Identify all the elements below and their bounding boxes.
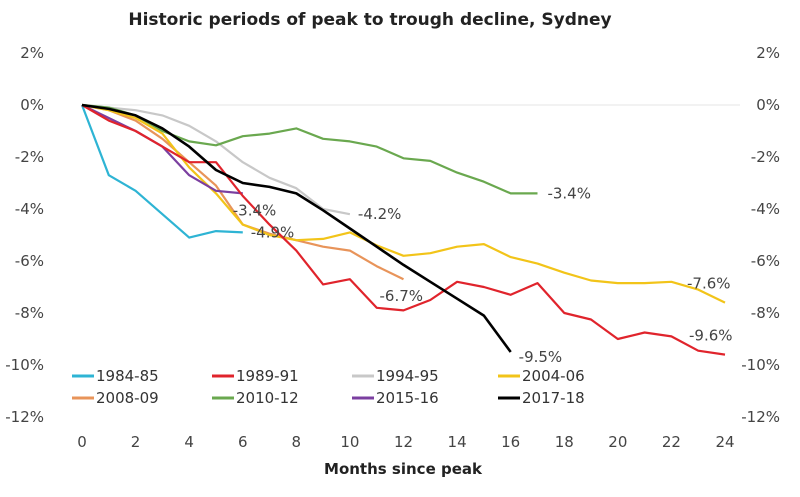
- x-axis-title: Months since peak: [324, 460, 483, 478]
- series-line-1989-91: [81, 104, 726, 356]
- series-line-2008-09: [81, 103, 404, 281]
- legend-label: 1989-91: [236, 367, 299, 385]
- end-label-2010-12: -3.4%: [547, 184, 591, 202]
- legend-item-1984-85: 1984-85: [72, 367, 159, 385]
- y-tick-label-left: -2%: [15, 148, 44, 166]
- legend-label: 2017-18: [522, 389, 585, 407]
- y-tick-label-right: -4%: [751, 200, 780, 218]
- x-tick-label: 4: [184, 433, 194, 451]
- legend-label: 2015-16: [376, 389, 439, 407]
- series-lines: [80, 103, 726, 356]
- y-tick-label-left: -10%: [5, 356, 44, 374]
- end-label-2015-16: -3.4%: [233, 201, 277, 219]
- y-tick-label-left: -8%: [15, 304, 44, 322]
- y-tick-label-right: -2%: [751, 148, 780, 166]
- y-axis-right: 2% 0% -2% -4% -6% -8% -10% -12%: [741, 44, 780, 426]
- chart-title: Historic periods of peak to trough decli…: [128, 10, 611, 30]
- x-tick-label: 10: [340, 433, 359, 451]
- legend-item-2010-12: 2010-12: [212, 389, 299, 407]
- end-label-2008-09: -6.7%: [380, 287, 424, 305]
- y-tick-label-left: -6%: [15, 252, 44, 270]
- y-tick-label-right: -6%: [751, 252, 780, 270]
- legend-item-2008-09: 2008-09: [72, 389, 159, 407]
- series-line-1994-95: [81, 103, 351, 216]
- y-tick-label-right: -8%: [751, 304, 780, 322]
- end-label-2017-18: -9.5%: [519, 348, 563, 366]
- x-axis: 0 2 4 6 8 10 12 14 16 18 20 22 24: [77, 433, 734, 451]
- x-tick-label: 22: [662, 433, 681, 451]
- y-tick-label-right: 2%: [756, 44, 780, 62]
- series-line-2004-06: [81, 103, 726, 304]
- y-tick-label-left: -4%: [15, 200, 44, 218]
- legend-item-2015-16: 2015-16: [352, 389, 439, 407]
- y-tick-label-right: 0%: [756, 96, 780, 114]
- legend-label: 2004-06: [522, 367, 585, 385]
- y-tick-label-right: -10%: [741, 356, 780, 374]
- x-tick-label: 2: [131, 433, 141, 451]
- end-label-1984-85: -4.9%: [251, 223, 295, 241]
- y-tick-label-left: 2%: [20, 44, 44, 62]
- legend-label: 1984-85: [96, 367, 159, 385]
- end-label-1989-91: -9.6%: [689, 327, 733, 345]
- legend-label: 1994-95: [376, 367, 439, 385]
- end-label-2004-06: -7.6%: [687, 275, 731, 293]
- y-tick-label-left: 0%: [20, 96, 44, 114]
- x-tick-label: 6: [238, 433, 248, 451]
- x-tick-label: 14: [448, 433, 467, 451]
- y-axis-left: 2% 0% -2% -4% -6% -8% -10% -12%: [5, 44, 44, 426]
- x-tick-label: 8: [292, 433, 302, 451]
- legend-label: 2008-09: [96, 389, 159, 407]
- x-tick-label: 16: [501, 433, 520, 451]
- x-tick-label: 12: [394, 433, 413, 451]
- series-line-2017-18: [81, 103, 512, 353]
- legend: 1984-85 1989-91 1994-95 2004-06 2008-09 2010-…: [72, 367, 585, 407]
- y-tick-label-left: -12%: [5, 408, 44, 426]
- legend-item-1994-95: 1994-95: [352, 367, 439, 385]
- x-tick-label: 24: [715, 433, 734, 451]
- legend-item-1989-91: 1989-91: [212, 367, 299, 385]
- series-line-2010-12: [81, 103, 538, 195]
- legend-item-2004-06: 2004-06: [498, 367, 585, 385]
- series-line-1984-85: [80, 104, 243, 239]
- x-tick-label: 20: [608, 433, 627, 451]
- end-label-1994-95: -4.2%: [358, 205, 402, 223]
- legend-item-2017-18: 2017-18: [498, 389, 585, 407]
- x-tick-label: 18: [555, 433, 574, 451]
- legend-label: 2010-12: [236, 389, 299, 407]
- x-tick-label: 0: [77, 433, 87, 451]
- end-labels: -4.9% -9.6% -4.2% -7.6% -6.7% -3.4% -3.4% -9.5%: [233, 184, 733, 366]
- y-tick-label-right: -12%: [741, 408, 780, 426]
